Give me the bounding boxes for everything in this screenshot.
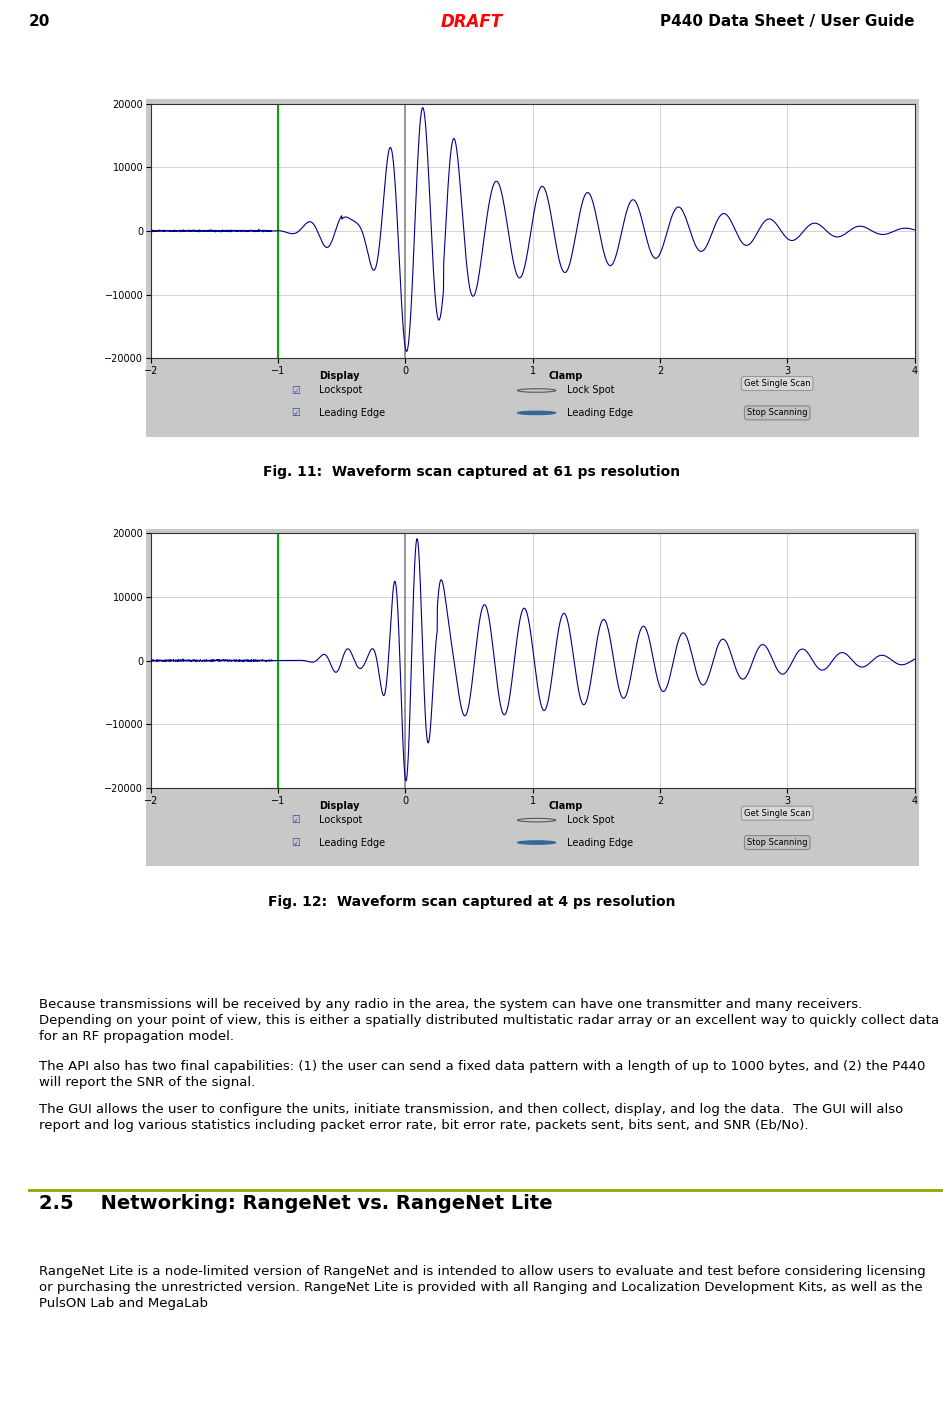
Text: ☑: ☑	[291, 838, 301, 848]
Text: Leading Edge: Leading Edge	[319, 408, 385, 418]
Text: ☑: ☑	[291, 815, 301, 825]
Text: ☑: ☑	[291, 386, 301, 396]
Text: Lockspot: Lockspot	[319, 386, 362, 396]
Text: Fig. 11:  Waveform scan captured at 61 ps resolution: Fig. 11: Waveform scan captured at 61 ps…	[263, 465, 680, 479]
Text: Clamp: Clamp	[548, 801, 583, 811]
Text: Fig. 12:  Waveform scan captured at 4 ps resolution: Fig. 12: Waveform scan captured at 4 ps …	[268, 895, 675, 909]
Text: Stop Scanning: Stop Scanning	[747, 838, 807, 847]
Text: The GUI allows the user to configure the units, initiate transmission, and then : The GUI allows the user to configure the…	[40, 1103, 903, 1133]
Text: DRAFT: DRAFT	[440, 13, 503, 31]
Text: Lockspot: Lockspot	[319, 815, 362, 825]
Text: The API also has two final capabilities: (1) the user can send a fixed data patt: The API also has two final capabilities:…	[40, 1061, 926, 1089]
Text: Lock Spot: Lock Spot	[567, 386, 615, 396]
Text: 2.5    Networking: RangeNet vs. RangeNet Lite: 2.5 Networking: RangeNet vs. RangeNet Li…	[40, 1194, 553, 1212]
Text: Leading Edge: Leading Edge	[567, 408, 634, 418]
Text: Stop Scanning: Stop Scanning	[747, 408, 807, 417]
Text: Display: Display	[319, 801, 359, 811]
Text: RangeNet Lite is a node-limited version of RangeNet and is intended to allow use: RangeNet Lite is a node-limited version …	[40, 1265, 926, 1310]
Text: Leading Edge: Leading Edge	[567, 838, 634, 848]
Text: Get Single Scan: Get Single Scan	[744, 379, 811, 389]
Text: Leading Edge: Leading Edge	[319, 838, 385, 848]
Text: Clamp: Clamp	[548, 372, 583, 381]
Text: ☑: ☑	[291, 408, 301, 418]
Text: 20: 20	[28, 14, 50, 28]
Circle shape	[518, 841, 555, 844]
Circle shape	[518, 411, 555, 414]
Text: Because transmissions will be received by any radio in the area, the system can : Because transmissions will be received b…	[40, 998, 939, 1042]
Text: Display: Display	[319, 372, 359, 381]
Text: P440 Data Sheet / User Guide: P440 Data Sheet / User Guide	[660, 14, 915, 28]
Text: Lock Spot: Lock Spot	[567, 815, 615, 825]
Text: Get Single Scan: Get Single Scan	[744, 808, 811, 818]
